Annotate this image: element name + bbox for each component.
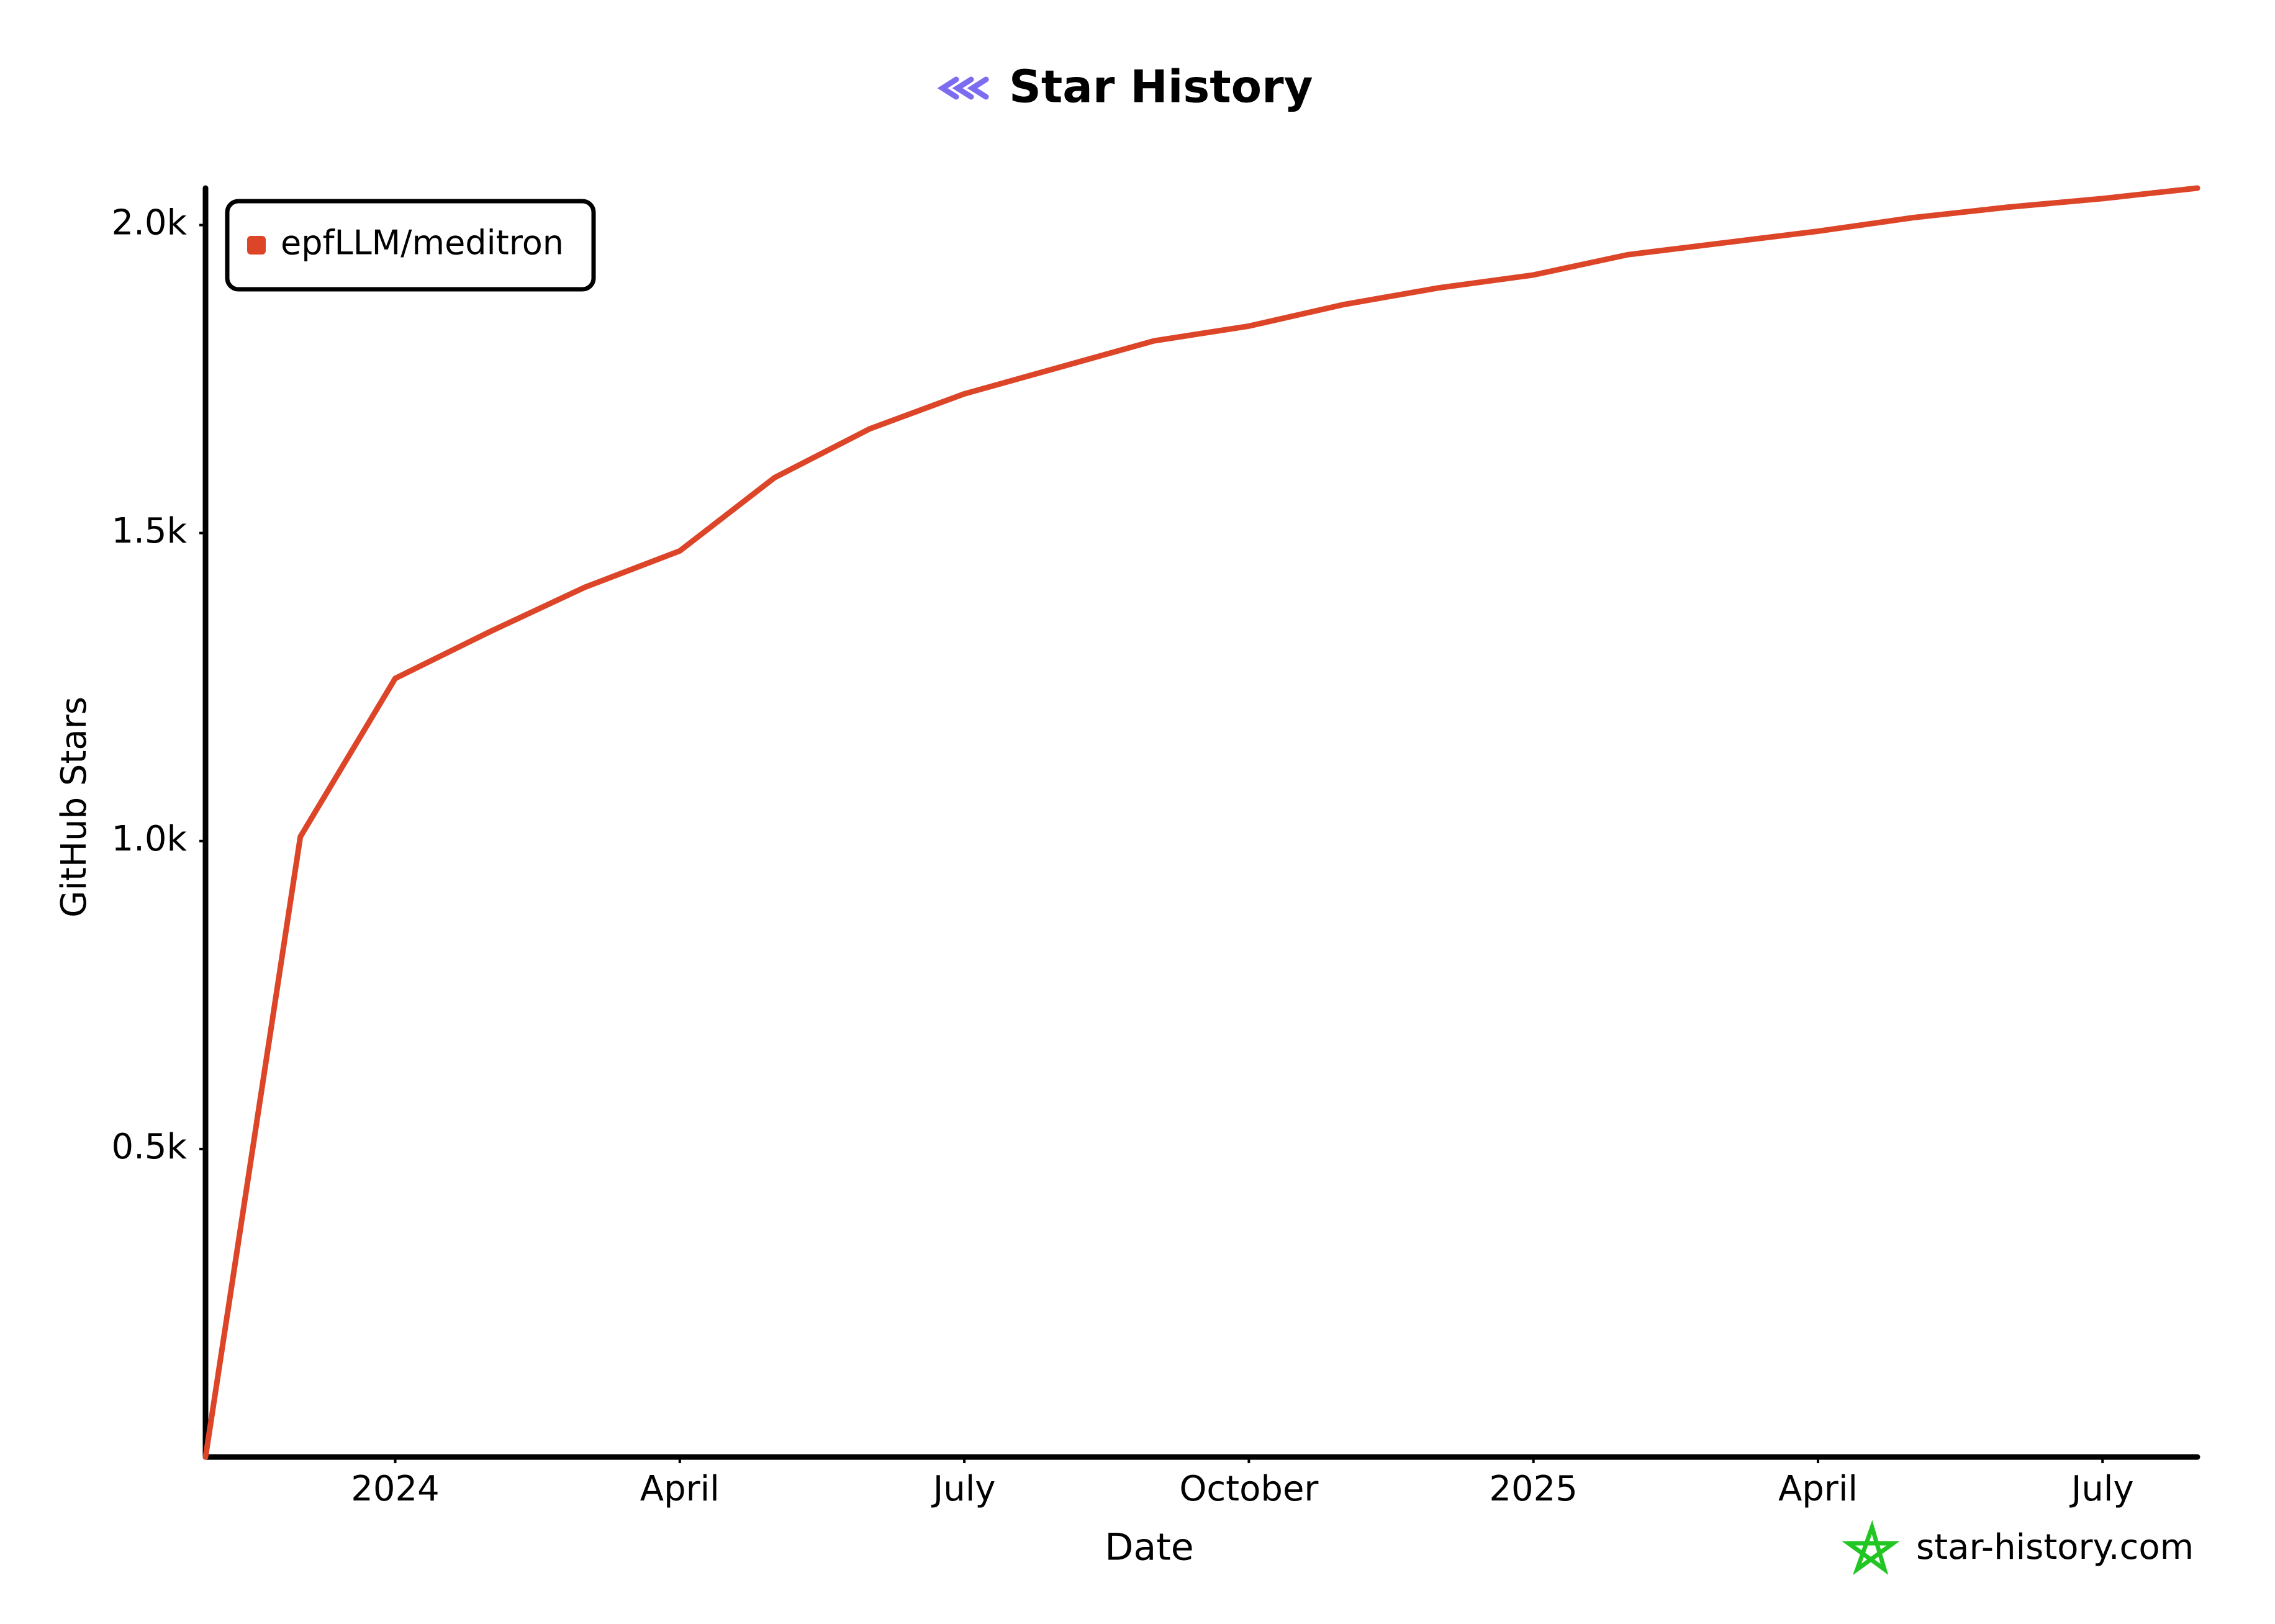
x-tick-label: July [931, 1469, 996, 1509]
x-tick-label: April [1778, 1469, 1858, 1509]
x-tick-label: 2024 [351, 1469, 440, 1509]
legend-swatch [247, 236, 266, 255]
y-axis-label: GitHub Stars [54, 697, 94, 918]
x-tick-label: July [2069, 1469, 2134, 1509]
y-tick-label: 2.0k [112, 203, 188, 243]
line [202, 185, 2200, 1460]
legend-box [225, 199, 596, 292]
legend: epfLLM/meditron [225, 199, 596, 292]
watermark-icon [1842, 1520, 1900, 1576]
y-tick-label: 1.5k [112, 511, 188, 551]
y-tick-label: 1.0k [112, 819, 188, 859]
watermark: star-history.com [1916, 1527, 2194, 1568]
x-axis-label: Date [1105, 1526, 1193, 1569]
x-tick-label: October [1179, 1469, 1319, 1509]
x-tick-label: April [640, 1469, 720, 1509]
y-tick-label: 0.5k [112, 1127, 188, 1167]
legend-label: epfLLM/meditron [281, 223, 564, 263]
chart-title: Star History [1009, 61, 1313, 113]
logo [937, 76, 989, 100]
x-tick-label: 2025 [1489, 1469, 1578, 1509]
